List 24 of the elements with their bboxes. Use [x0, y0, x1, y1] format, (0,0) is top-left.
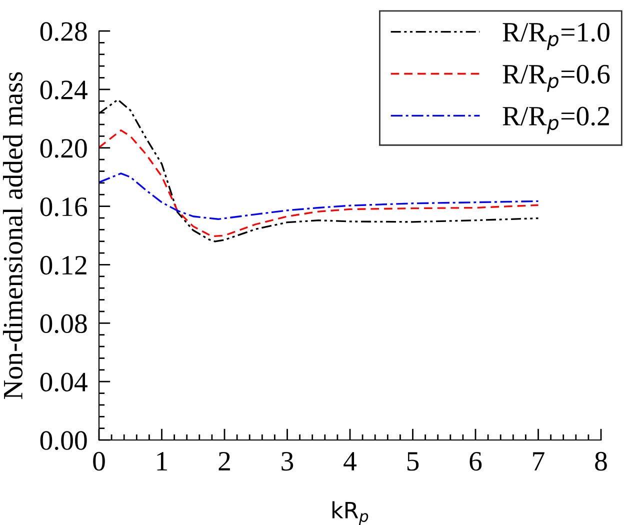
x-tick-label: 5 — [407, 452, 419, 471]
legend-label: R/R$_{p}$=0.2 — [502, 106, 609, 134]
line-series — [99, 172, 540, 220]
x-tick-label: 4 — [344, 452, 357, 470]
x-tick-label: 1 — [157, 452, 168, 470]
legend-label: R/R$_{p}$=0.6 — [502, 64, 610, 92]
x-tick-label: 0 — [93, 452, 105, 471]
legend-label: R/R$_{p}$=1.0 — [502, 22, 610, 50]
y-tick-label: 0.16 — [40, 197, 88, 216]
y-tick-label: 0.00 — [40, 431, 87, 450]
y-tick-label: 0.24 — [40, 80, 88, 100]
x-tick-label: 2 — [218, 452, 230, 470]
y-tick-label: 0.08 — [40, 314, 87, 334]
y-axis-title: Non-dimensional added mass — [2, 72, 23, 400]
x-axis-title: kR$_{p}$ — [332, 501, 368, 525]
line-series — [99, 129, 540, 238]
y-tick-label: 0.04 — [40, 372, 88, 392]
y-tick-label: 0.28 — [40, 22, 87, 42]
x-tick-label: 7 — [533, 452, 544, 470]
x-tick-label: 3 — [282, 452, 294, 471]
x-tick-label: 6 — [470, 452, 482, 471]
x-tick-label: 8 — [595, 452, 607, 471]
y-tick-label: 0.20 — [40, 139, 87, 158]
y-tick-label: 0.12 — [40, 256, 86, 275]
